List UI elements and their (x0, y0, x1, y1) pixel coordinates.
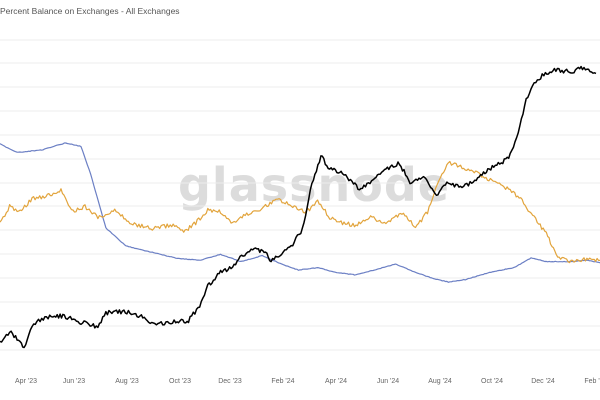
series-line-black (0, 65, 597, 349)
x-tick-label: Aug '24 (428, 378, 452, 385)
series-line-orange (0, 160, 600, 264)
x-tick-label: Jun '23 (63, 378, 85, 385)
x-tick-label: Apr '24 (325, 378, 347, 385)
series-layer (0, 65, 600, 349)
grid-lines (0, 39, 600, 351)
x-tick-label: Aug '23 (115, 378, 139, 385)
x-tick-label: Oct '24 (481, 378, 503, 385)
x-tick-label: Apr '23 (15, 378, 37, 385)
x-tick-label: Dec '23 (218, 378, 242, 385)
x-tick-label: Jun '24 (377, 378, 399, 385)
x-axis-ticks: Apr '23 Jun '23 Aug '23 Oct '23 Dec '23 Feb '… (15, 378, 600, 385)
chart-title: Percent Balance on Exchanges - All Excha… (0, 6, 180, 16)
series-line-blue (0, 142, 600, 283)
x-tick-label: Feb ' (584, 378, 599, 385)
x-tick-label: Feb '24 (271, 378, 294, 385)
x-tick-label: Oct '23 (169, 378, 191, 385)
x-tick-label: Dec '24 (531, 378, 555, 385)
